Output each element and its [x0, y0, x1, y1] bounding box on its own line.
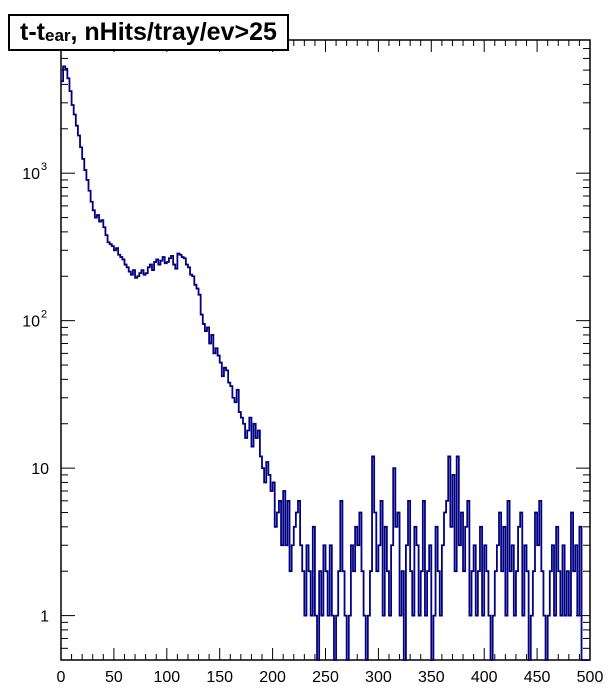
y-tick-label: 1 [40, 609, 49, 626]
chart-title: t-t ear, nHits/tray/ev>25 [8, 14, 289, 51]
x-tick-label: 400 [471, 669, 498, 686]
x-tick-label: 500 [577, 669, 604, 686]
y-tick-label: 10 [22, 166, 40, 183]
x-tick-label: 250 [312, 669, 339, 686]
x-tick-label: 100 [153, 669, 180, 686]
chart-title-subscript: ear [44, 25, 71, 45]
x-tick-label: 0 [57, 669, 66, 686]
chart-title-suffix: , nHits/tray/ev>25 [70, 18, 277, 46]
x-tick-label: 350 [418, 669, 445, 686]
y-tick-exponent: 3 [41, 161, 47, 173]
y-tick-label: 10 [31, 461, 49, 478]
x-tick-label: 150 [206, 669, 233, 686]
x-tick-label: 200 [259, 669, 286, 686]
x-tick-label: 50 [105, 669, 123, 686]
y-tick-label: 10 [22, 314, 40, 331]
x-tick-label: 300 [365, 669, 392, 686]
histogram-series [61, 65, 590, 661]
x-tick-label: 450 [524, 669, 551, 686]
y-tick-exponent: 2 [41, 309, 47, 321]
chart-title-prefix: t-t [20, 18, 45, 46]
